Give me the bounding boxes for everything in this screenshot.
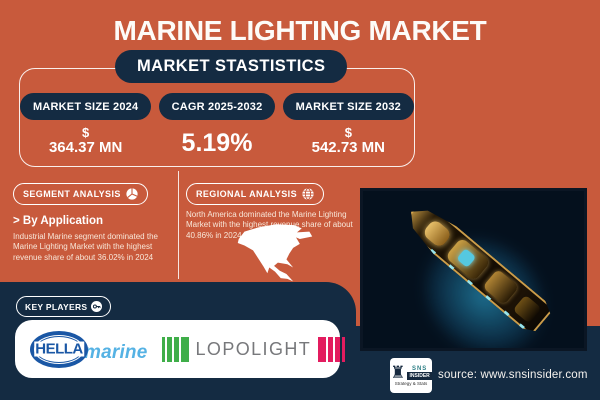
hella-marine-wordmark: marine xyxy=(84,342,148,363)
regional-analysis-label: REGIONAL ANALYSIS xyxy=(196,189,297,199)
stat-card-cagr: CAGR 2025-2032 5.19% xyxy=(151,69,282,166)
regional-body-text: North America dominated the Marine Light… xyxy=(186,210,353,240)
lopolight-wordmark: LOPOLIGHT xyxy=(195,338,312,359)
stats-panel: MARKET SIZE 2024 $ 364.37 MN CAGR 2025-2… xyxy=(19,68,415,167)
stat-label-pill: MARKET SIZE 2024 xyxy=(20,93,152,120)
stat-label-pill: MARKET SIZE 2032 xyxy=(282,93,414,120)
key-players-logos-panel: HELLA marine LOPOLIGHT xyxy=(15,320,346,378)
section-divider xyxy=(178,171,179,279)
lopolight-logo: LOPOLIGHT xyxy=(161,336,346,362)
yacht-bow-deck xyxy=(422,218,453,249)
regional-analysis-section: REGIONAL ANALYSIS North America dominate… xyxy=(186,183,358,241)
stat-card-market-size-2024: MARKET SIZE 2024 $ 364.37 MN xyxy=(20,69,152,166)
yacht-stern xyxy=(513,295,542,324)
stat-card-market-size-2032: MARKET SIZE 2032 $ 542.73 MN xyxy=(282,69,414,166)
chess-rook-icon: ♜ xyxy=(390,363,406,383)
segment-analysis-section: SEGMENT ANALYSIS > By Application Indust… xyxy=(13,183,175,263)
segment-analysis-label: SEGMENT ANALYSIS xyxy=(23,189,121,199)
segment-analysis-pill: SEGMENT ANALYSIS xyxy=(13,183,148,205)
segment-body-text: Industrial Marine segment dominated the … xyxy=(13,232,158,262)
regional-analysis-pill: REGIONAL ANALYSIS xyxy=(186,183,324,205)
key-players-label: KEY PLAYERS xyxy=(25,301,88,312)
sns-insider-logo: ♜ SNS INSIDER Strategy & Stats xyxy=(390,358,432,393)
sns-logo-line2: INSIDER xyxy=(407,372,432,380)
stat-value: 542.73 MN xyxy=(311,139,385,156)
hella-wordmark: HELLA xyxy=(34,340,84,358)
hella-ellipse-outer xyxy=(30,330,88,368)
page-title: MARINE LIGHTING MARKET xyxy=(113,15,487,46)
sns-logo-line3: Strategy & Stats xyxy=(394,381,428,387)
hella-logo-icon: HELLA xyxy=(30,330,88,368)
stat-value: 5.19% xyxy=(181,129,253,157)
lopolight-pink-bars-icon xyxy=(318,336,346,362)
lopolight-green-bars-icon xyxy=(161,336,189,362)
segment-heading: > By Application xyxy=(13,215,103,227)
globe-icon xyxy=(302,188,314,200)
stat-label-pill: CAGR 2025-2032 xyxy=(158,93,276,120)
sns-logo-line1: SNS xyxy=(411,365,428,372)
currency-symbol: $ xyxy=(344,125,352,140)
market-statistics-pill: MARKET STASTISTICS xyxy=(115,50,348,83)
currency-symbol: $ xyxy=(82,125,90,140)
key-icon xyxy=(91,301,103,312)
yacht-night-photo xyxy=(360,188,587,351)
market-statistics-label: MARKET STASTISTICS xyxy=(137,57,326,75)
pie-chart-icon xyxy=(126,188,138,200)
source-url: source: www.snsinsider.com xyxy=(438,369,588,381)
stat-value: 364.37 MN xyxy=(48,139,123,156)
key-players-pill: KEY PLAYERS xyxy=(16,296,112,317)
north-america-map-icon xyxy=(237,224,313,282)
